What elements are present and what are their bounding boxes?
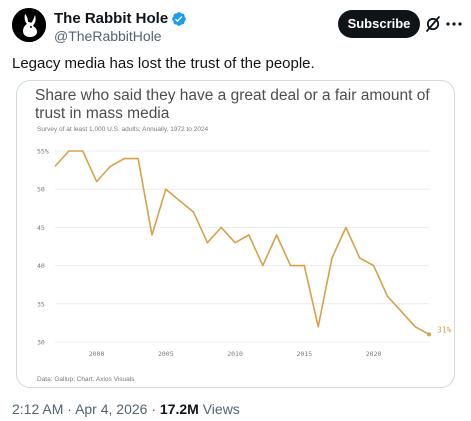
- name-row: The Rabbit Hole: [54, 10, 187, 28]
- y-tick-label: 50: [37, 186, 45, 194]
- trust-line-chart: 30 35 40 45 50 55% 2000 2005 2010 2015 2020 31%: [37, 148, 452, 359]
- views-count: 17.2M: [159, 401, 199, 417]
- x-tick-label: 2005: [158, 350, 174, 358]
- handle[interactable]: @TheRabbitHole: [54, 28, 162, 44]
- series-line-trust: [54, 150, 430, 336]
- y-tick-label: 40: [37, 262, 45, 270]
- avatar[interactable]: [12, 8, 46, 42]
- y-tick-label: 55%: [37, 148, 49, 156]
- views-label: Views: [202, 401, 240, 417]
- subscribe-button[interactable]: Subscribe: [338, 10, 420, 38]
- chart-source: Data: Gallup; Chart: Axios Visuals: [37, 376, 135, 383]
- y-tick-label: 30: [37, 339, 45, 347]
- tweet-header: The Rabbit Hole @TheRabbitHole Subscribe: [12, 7, 464, 44]
- post-date[interactable]: Apr 4, 2026: [75, 401, 148, 417]
- y-tick-label: 35: [37, 300, 45, 308]
- more-dots-icon: [446, 22, 462, 26]
- meta-separator: ·: [67, 401, 72, 417]
- y-tick-label: 45: [37, 224, 45, 232]
- x-tick-label: 2000: [89, 350, 105, 358]
- chart-title: Share who said they have a great deal or…: [35, 87, 430, 122]
- display-name[interactable]: The Rabbit Hole: [54, 10, 169, 27]
- tweet-text: Legacy media has lost the trust of the p…: [12, 55, 315, 72]
- meta-separator-2: ·: [151, 401, 157, 417]
- post-time[interactable]: 2:12 AM: [12, 401, 64, 417]
- tweet-meta: 2:12 AM · Apr 4, 2026 · 17.2M Views: [12, 400, 240, 418]
- x-tick-label: 2010: [227, 350, 243, 358]
- more-options-button[interactable]: [444, 14, 464, 34]
- end-value-label: 31%: [437, 325, 452, 334]
- x-tick-label: 2020: [366, 350, 382, 358]
- verified-badge-icon: [172, 12, 187, 26]
- series-endpoint: [427, 332, 431, 337]
- rabbit-logo-icon: [12, 8, 46, 42]
- tweet-media-chart[interactable]: 30 35 40 45 50 55% 2000 2005 2010 2015 2020 31% Sha…: [16, 80, 455, 388]
- grok-icon: [426, 16, 440, 32]
- grok-button[interactable]: [425, 15, 441, 33]
- x-tick-label: 2015: [297, 350, 313, 358]
- chart-subtitle: Survey of at least 1,000 U.S. adults; An…: [37, 126, 209, 133]
